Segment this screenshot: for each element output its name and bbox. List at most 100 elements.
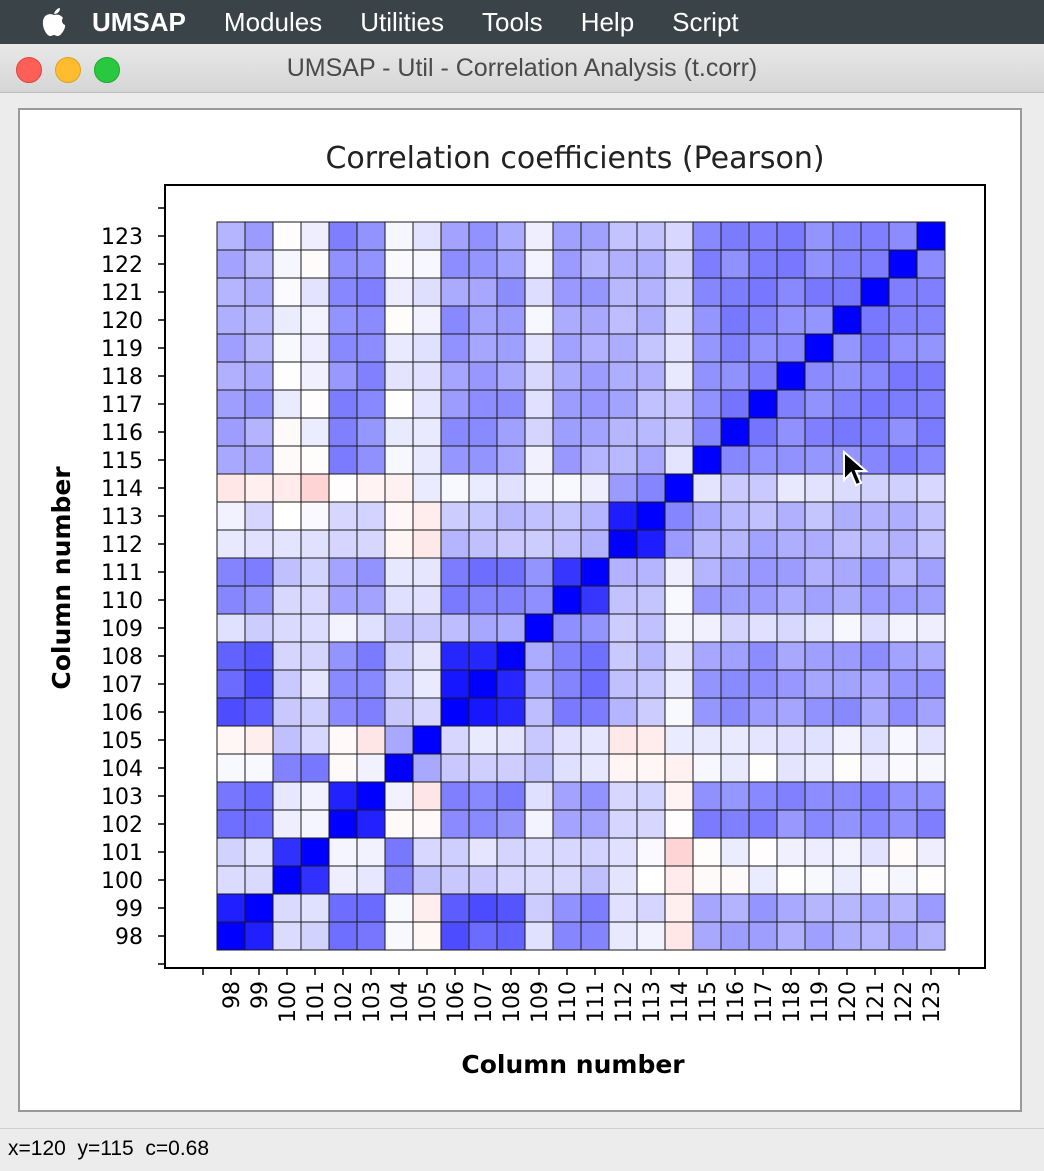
heatmap-cell-121-102[interactable]	[860, 809, 890, 839]
heatmap-cell-119-114[interactable]	[804, 473, 834, 503]
heatmap-cell-113-110[interactable]	[636, 585, 666, 615]
heatmap-cell-117-99[interactable]	[748, 893, 778, 923]
heatmap-cell-118-101[interactable]	[776, 837, 806, 867]
heatmap-cell-111-107[interactable]	[580, 669, 610, 699]
heatmap-cell-102-98[interactable]	[328, 921, 358, 951]
heatmap-cell-121-100[interactable]	[860, 865, 890, 895]
menu-tools[interactable]: Tools	[481, 6, 543, 37]
heatmap-cell-98-116[interactable]	[216, 417, 246, 447]
heatmap-cell-99-104[interactable]	[244, 753, 274, 783]
heatmap-cell-113-106[interactable]	[636, 697, 666, 727]
heatmap-cell-116-108[interactable]	[720, 641, 750, 671]
heatmap-cell-100-106[interactable]	[272, 697, 302, 727]
heatmap-cell-110-115[interactable]	[552, 445, 582, 475]
heatmap-cell-104-121[interactable]	[384, 277, 414, 307]
heatmap-cell-121-111[interactable]	[860, 557, 890, 587]
heatmap-cell-119-123[interactable]	[804, 221, 834, 251]
heatmap-cell-112-110[interactable]	[608, 585, 638, 615]
heatmap-cell-112-99[interactable]	[608, 893, 638, 923]
heatmap-cell-113-120[interactable]	[636, 305, 666, 335]
heatmap-cell-106-120[interactable]	[440, 305, 470, 335]
heatmap-cell-113-119[interactable]	[636, 333, 666, 363]
heatmap-cell-113-109[interactable]	[636, 613, 666, 643]
heatmap-cell-123-104[interactable]	[916, 753, 946, 783]
heatmap-cell-114-119[interactable]	[664, 333, 694, 363]
heatmap-cell-106-108[interactable]	[440, 641, 470, 671]
heatmap-cell-118-112[interactable]	[776, 529, 806, 559]
heatmap-cell-114-106[interactable]	[664, 697, 694, 727]
heatmap-cell-115-99[interactable]	[692, 893, 722, 923]
heatmap-cell-115-120[interactable]	[692, 305, 722, 335]
heatmap-cell-100-122[interactable]	[272, 249, 302, 279]
heatmap-cell-98-103[interactable]	[216, 781, 246, 811]
heatmap-cell-111-117[interactable]	[580, 389, 610, 419]
heatmap-cell-111-119[interactable]	[580, 333, 610, 363]
heatmap-cell-103-112[interactable]	[356, 529, 386, 559]
heatmap-cell-101-112[interactable]	[300, 529, 330, 559]
heatmap-cell-108-114[interactable]	[496, 473, 526, 503]
heatmap-cell-113-104[interactable]	[636, 753, 666, 783]
heatmap-cell-123-98[interactable]	[916, 921, 946, 951]
heatmap-cell-99-102[interactable]	[244, 809, 274, 839]
heatmap-cell-102-121[interactable]	[328, 277, 358, 307]
heatmap-cell-120-98[interactable]	[832, 921, 862, 951]
heatmap-cell-120-122[interactable]	[832, 249, 862, 279]
heatmap-cell-105-105[interactable]	[412, 725, 442, 755]
heatmap-cell-108-115[interactable]	[496, 445, 526, 475]
heatmap-cell-112-102[interactable]	[608, 809, 638, 839]
heatmap-cell-123-116[interactable]	[916, 417, 946, 447]
heatmap-cell-115-114[interactable]	[692, 473, 722, 503]
heatmap-cell-104-112[interactable]	[384, 529, 414, 559]
heatmap-cell-103-119[interactable]	[356, 333, 386, 363]
heatmap-cell-104-98[interactable]	[384, 921, 414, 951]
heatmap-cell-116-106[interactable]	[720, 697, 750, 727]
minimize-window-button[interactable]	[55, 57, 81, 83]
heatmap-cell-119-108[interactable]	[804, 641, 834, 671]
heatmap-cell-102-106[interactable]	[328, 697, 358, 727]
heatmap-cell-118-102[interactable]	[776, 809, 806, 839]
heatmap-cell-120-104[interactable]	[832, 753, 862, 783]
heatmap-cell-121-110[interactable]	[860, 585, 890, 615]
heatmap-cell-118-118[interactable]	[776, 361, 806, 391]
heatmap-cell-115-112[interactable]	[692, 529, 722, 559]
heatmap-cell-110-120[interactable]	[552, 305, 582, 335]
heatmap-cell-102-120[interactable]	[328, 305, 358, 335]
heatmap-cell-113-101[interactable]	[636, 837, 666, 867]
heatmap-cell-103-114[interactable]	[356, 473, 386, 503]
heatmap-cell-104-100[interactable]	[384, 865, 414, 895]
heatmap-cell-109-101[interactable]	[524, 837, 554, 867]
heatmap-cell-98-119[interactable]	[216, 333, 246, 363]
heatmap-cell-111-109[interactable]	[580, 613, 610, 643]
heatmap-cell-116-118[interactable]	[720, 361, 750, 391]
heatmap-cell-99-116[interactable]	[244, 417, 274, 447]
heatmap-cell-112-122[interactable]	[608, 249, 638, 279]
heatmap-cell-103-109[interactable]	[356, 613, 386, 643]
heatmap-cell-123-100[interactable]	[916, 865, 946, 895]
heatmap-cell-122-115[interactable]	[888, 445, 918, 475]
heatmap-cell-110-106[interactable]	[552, 697, 582, 727]
heatmap-cell-107-119[interactable]	[468, 333, 498, 363]
heatmap-cell-122-117[interactable]	[888, 389, 918, 419]
heatmap-cell-113-114[interactable]	[636, 473, 666, 503]
heatmap-cell-123-121[interactable]	[916, 277, 946, 307]
heatmap-cell-106-99[interactable]	[440, 893, 470, 923]
heatmap-cell-100-110[interactable]	[272, 585, 302, 615]
heatmap-cell-101-114[interactable]	[300, 473, 330, 503]
window-titlebar[interactable]: UMSAP - Util - Correlation Analysis (t.c…	[0, 44, 1044, 93]
heatmap-cell-119-115[interactable]	[804, 445, 834, 475]
heatmap-cell-109-99[interactable]	[524, 893, 554, 923]
heatmap-cell-123-113[interactable]	[916, 501, 946, 531]
heatmap-cell-100-107[interactable]	[272, 669, 302, 699]
heatmap-cell-101-121[interactable]	[300, 277, 330, 307]
heatmap-cell-100-98[interactable]	[272, 921, 302, 951]
heatmap-cell-110-121[interactable]	[552, 277, 582, 307]
heatmap-cell-110-111[interactable]	[552, 557, 582, 587]
heatmap-cell-118-120[interactable]	[776, 305, 806, 335]
heatmap-cell-122-98[interactable]	[888, 921, 918, 951]
heatmap-cell-114-123[interactable]	[664, 221, 694, 251]
heatmap-cell-98-121[interactable]	[216, 277, 246, 307]
heatmap-cell-104-99[interactable]	[384, 893, 414, 923]
heatmap-cell-106-100[interactable]	[440, 865, 470, 895]
heatmap-cell-101-117[interactable]	[300, 389, 330, 419]
heatmap-cell-118-117[interactable]	[776, 389, 806, 419]
